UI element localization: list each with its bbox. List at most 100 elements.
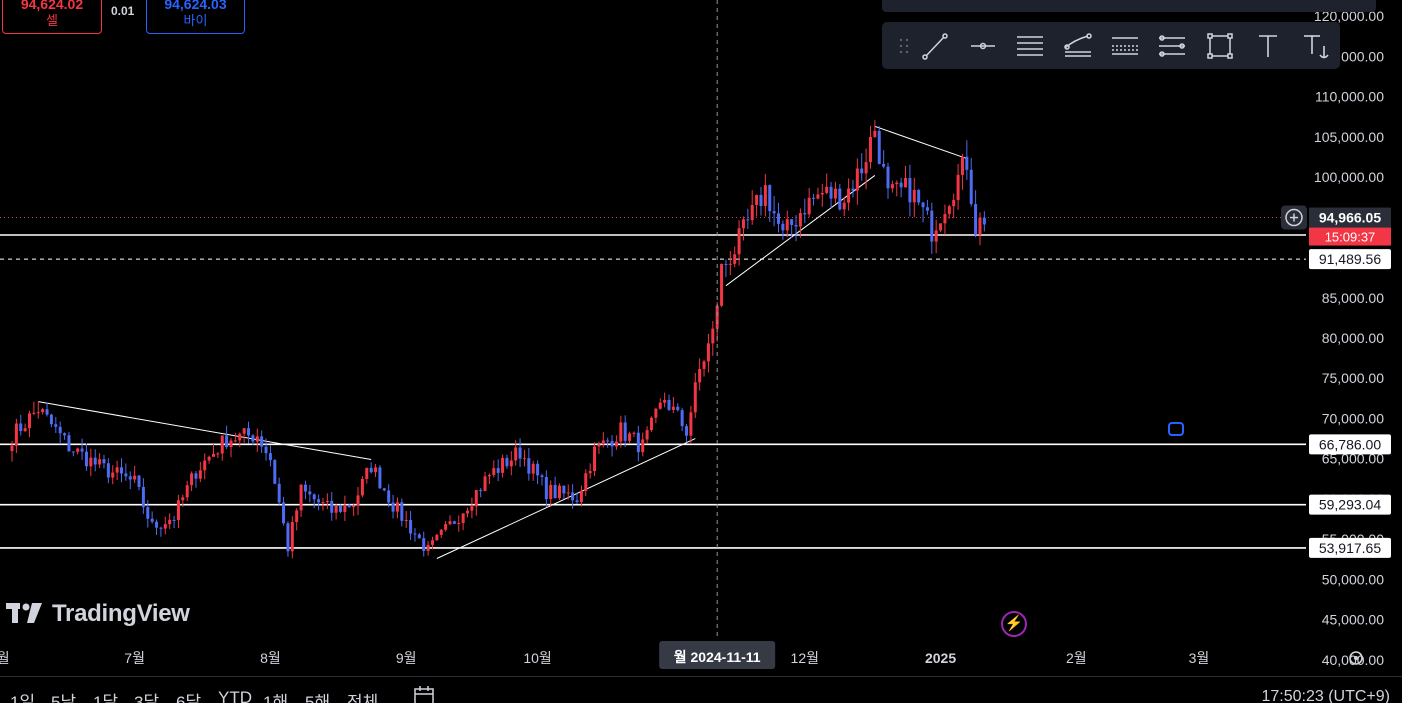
candle-body [562,485,566,494]
candle-body [220,435,224,454]
candle-body [518,447,522,459]
parallel-lines-icon[interactable] [1014,30,1046,62]
candle-body [28,413,32,429]
candle-body [939,223,943,231]
timeframe-5y[interactable]: 5해 [305,693,331,703]
candle-body [413,533,417,535]
candle-body [947,206,951,215]
candle-body [632,432,636,434]
drawing-anchor-handle[interactable] [1168,422,1184,436]
trend-line [38,401,372,461]
text-icon[interactable] [1252,30,1284,62]
regression-trend-icon[interactable] [1062,30,1094,62]
candle-body [790,219,794,226]
candle-body [658,402,662,409]
candle-body [290,522,294,552]
candle-body [785,219,789,231]
calendar-icon[interactable] [412,685,436,703]
candle-body [211,453,215,457]
candle-body [505,457,509,467]
candle-body [825,186,829,193]
candle-body [645,430,649,440]
trend-line-icon[interactable] [919,30,951,62]
candle-body [448,521,452,525]
candle-body [803,213,807,215]
candle-body [706,343,710,362]
candle-body [772,211,776,214]
candle-body [409,519,413,534]
candle-body [855,168,859,191]
candle-body [190,473,194,486]
timeframe-1y[interactable]: 1해 [263,693,289,703]
timeframe-1d[interactable]: 1일 [10,693,36,703]
horizontal-ray-icon[interactable] [967,30,999,62]
candle-body [750,204,754,221]
candle-body [159,527,163,529]
candle-body [925,207,929,211]
candle-body [654,408,658,418]
candle-body [908,178,912,203]
candle-body [98,459,102,465]
candle-body [225,435,229,448]
drag-handle-icon[interactable] [888,30,920,62]
timeframe-ytd[interactable]: YTD [218,688,252,703]
spread-value: 0.01 [111,4,135,18]
candle-body [268,453,272,461]
x-tick-label: 8월 [260,650,281,666]
timeframe-all[interactable]: 전체 [347,693,379,703]
candle-body [444,524,448,530]
candle-body [868,136,872,163]
candle-body [356,495,360,506]
candle-body [203,460,207,471]
candle-body [544,476,548,500]
candle-body [247,428,251,436]
timeframe-3m[interactable]: 3달 [134,693,160,703]
y-tick-label: 80,000.00 [1322,330,1384,346]
candle-body [124,473,128,477]
candle-body [930,210,934,242]
price-level-label: 91,489.56 [1319,251,1381,267]
current-price-box [1309,207,1391,228]
candle-body [115,467,119,473]
y-tick-label: 45,000.00 [1322,612,1384,628]
candle-body [741,219,745,229]
countdown-box [1309,227,1391,246]
candle-body [260,436,264,447]
candle-body [956,174,960,200]
candle-body [597,444,601,447]
time-axis: 월 7월 8월 9월 10월 12월 2025 2월 3월 월 2024-11-11 [0,641,1363,669]
candle-body [422,538,426,551]
candle-body [536,463,540,476]
logo-text: TradingView [52,600,190,627]
candle-body [777,213,780,224]
candle-body [387,490,391,503]
price-level-label: 66,786.00 [1319,436,1381,452]
candle-body [623,422,627,441]
timeframe-1m[interactable]: 1달 [93,693,119,703]
fib-extension-icon[interactable] [1156,30,1188,62]
candle-body [242,428,246,434]
add-alert-icon[interactable] [1281,205,1307,230]
candle-body [527,458,531,474]
countdown-label: 15:09:37 [1325,230,1376,245]
timeframe-5d[interactable]: 5날 [51,693,77,703]
candle-body [531,463,535,474]
candle-body [67,435,71,452]
candle-body [282,502,286,524]
sell-button[interactable]: 94,624.02 셀 [2,0,102,34]
candle-body [593,446,597,472]
candle-body [430,540,434,545]
fib-retracement-icon[interactable] [1109,30,1141,62]
candle-body [238,433,242,441]
candle-body [194,473,198,479]
flash-icon[interactable]: ⚡ [1001,611,1027,637]
anchored-text-icon[interactable] [1300,30,1332,62]
settings-icon[interactable] [1349,651,1363,665]
rectangle-icon[interactable] [1204,30,1236,62]
buy-button[interactable]: 94,624.03 바이 [146,0,245,34]
candle-body [746,219,750,221]
candle-body [303,484,307,492]
timeframe-6m[interactable]: 6달 [176,693,202,703]
candle-body [921,202,925,208]
